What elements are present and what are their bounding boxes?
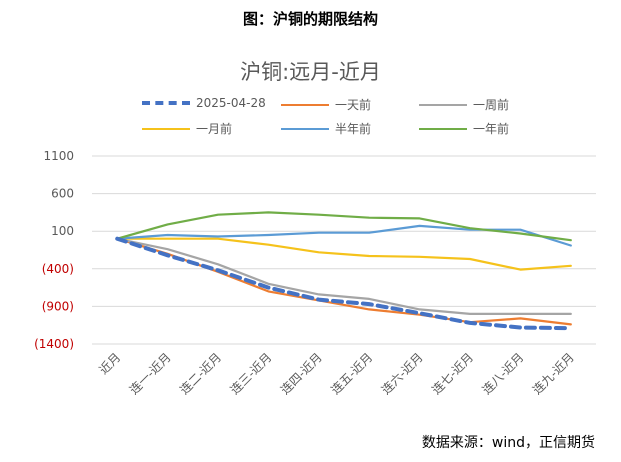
legend-label: 2025-04-28 <box>196 96 266 110</box>
chart-legend: 2025-04-28 一天前 一周前一月前 半年前 一年前 <box>0 96 621 140</box>
legend-swatch <box>281 103 329 106</box>
figure-title: 图：沪铜的期限结构 <box>242 10 378 28</box>
y-tick-label: (1400) <box>34 337 74 351</box>
series-line-4 <box>116 224 572 247</box>
x-tick-label: 连四-近月 <box>277 350 325 398</box>
legend-item: 一天前 <box>281 96 371 113</box>
x-tick-label: 连九-近月 <box>529 350 577 398</box>
legend-item: 一周前 <box>419 96 509 113</box>
legend-item: 半年前 <box>281 120 371 137</box>
legend-swatch <box>142 127 190 130</box>
legend-swatch <box>419 127 467 130</box>
x-tick-label: 连三-近月 <box>227 350 275 398</box>
x-tick-label: 近月 <box>96 350 123 377</box>
legend-item: 一月前 <box>142 120 232 137</box>
x-tick-label: 连八-近月 <box>479 350 527 398</box>
legend-label: 一年前 <box>473 122 510 136</box>
y-tick-label: 100 <box>51 224 74 238</box>
series-line-5 <box>116 211 572 242</box>
series-line-3 <box>116 237 572 271</box>
legend-label: 一月前 <box>196 122 233 136</box>
series-line-1 <box>116 237 572 326</box>
y-tick-label: (400) <box>42 262 74 276</box>
series-line-2 <box>116 237 572 315</box>
x-tick-label: 连七-近月 <box>429 350 477 398</box>
legend-swatch <box>281 127 329 130</box>
source-note: 数据来源：wind，正信期货 <box>421 435 595 451</box>
legend-item: 2025-04-28 <box>142 96 266 110</box>
legend-label: 一天前 <box>335 98 372 112</box>
chart-title: 沪铜:远月-近月 <box>240 60 381 84</box>
legend-label: 一周前 <box>473 98 510 112</box>
x-tick-label: 连一-近月 <box>126 350 174 398</box>
legend-item: 一年前 <box>419 120 509 137</box>
legend-label: 半年前 <box>335 122 372 136</box>
legend-swatch <box>419 103 467 106</box>
x-tick-label: 连六-近月 <box>378 350 426 398</box>
series-line-0 <box>115 236 573 331</box>
x-tick-label: 连二-近月 <box>177 350 225 398</box>
y-tick-label: 600 <box>51 187 74 201</box>
legend-swatch <box>142 101 190 105</box>
y-tick-label: (900) <box>42 299 74 313</box>
x-tick-label: 连五-近月 <box>328 350 376 398</box>
y-tick-label: 1100 <box>43 149 74 163</box>
